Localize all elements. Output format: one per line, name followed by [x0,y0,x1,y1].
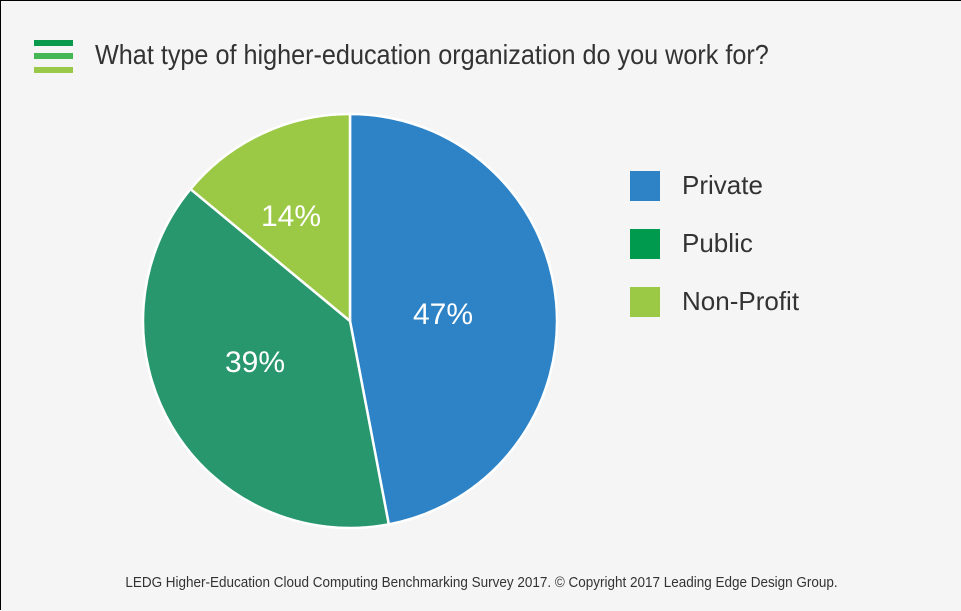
legend-label-private: Private [682,170,763,200]
chart-title: What type of higher-education organizati… [95,39,769,70]
legend-swatch-public [630,229,660,259]
legend-label-public: Public [682,228,753,258]
legend-swatch-private [630,171,660,201]
slice-label-public: 39% [224,346,286,379]
pie-slice-private [348,112,559,526]
legend-swatch-non-profit [630,287,660,317]
icon-bar-2 [34,53,73,59]
pie-slice-non-profit [189,112,352,323]
pie-slice-public [141,187,391,530]
icon-bar-3 [34,67,73,73]
slice-label-private: 47% [412,298,474,331]
menu-lines-icon [34,40,73,73]
legend-label-non-profit: Non-Profit [682,286,800,316]
icon-bar-1 [34,40,73,46]
pie-slices [141,112,559,530]
footer-copyright: LEDG Higher-Education Cloud Computing Be… [125,575,838,591]
slice-label-non-profit: 14% [260,200,322,233]
